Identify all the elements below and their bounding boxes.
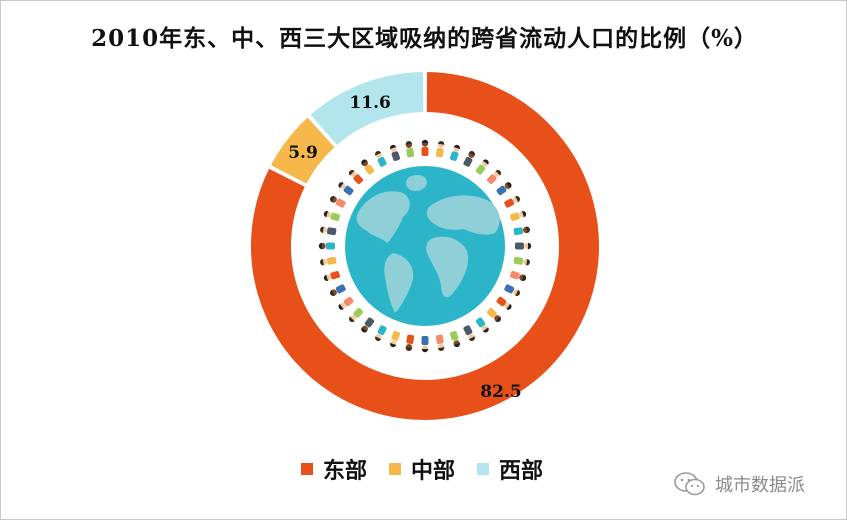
person-figure [375,325,387,341]
person-figure [475,159,489,175]
legend-label-east: 东部 [323,458,368,484]
people-ring-illustration [318,139,532,353]
person-figure [450,144,460,161]
watermark: 城市数据派 [673,471,805,497]
person-figure [330,196,346,208]
person-figure [515,242,532,250]
person-figure [390,144,400,161]
person-figure [513,226,530,236]
person-figure [504,284,520,296]
donut-slice-west [307,69,426,148]
globe-continent-africa [426,236,469,298]
person-figure [435,141,445,158]
globe-continent-north-america [356,191,410,243]
globe-ocean [345,166,505,326]
legend-item-west: 西部 [477,453,543,485]
person-figure [390,331,400,348]
globe-continent-greenland [406,175,427,191]
person-figure [405,141,415,158]
person-figure [405,334,415,351]
legend-swatch-west [477,463,490,475]
person-figure [435,334,445,351]
person-figure [375,151,387,167]
person-figure [513,256,530,266]
person-figure [486,169,502,185]
person-figure [421,139,429,156]
globe-continent-europe-asia [426,195,500,235]
person-figure [320,256,337,266]
data-label-east: 82.5 [480,382,521,402]
person-figure [318,242,335,250]
legend: 东部 中部 西部 [301,453,543,485]
data-label-west: 11.6 [349,93,390,113]
legend-item-east: 东部 [301,453,367,485]
person-figure [361,159,375,175]
person-figure [338,296,354,310]
legend-swatch-east [301,463,313,475]
person-figure [504,196,520,208]
legend-swatch-central [389,463,402,475]
data-label-central: 5.9 [288,143,318,163]
watermark-text: 城市数据派 [715,475,805,496]
person-figure [421,336,429,353]
person-figure [338,182,354,196]
person-figure [463,151,475,167]
donut-slice-central [268,114,338,187]
legend-label-west: 西部 [499,458,544,484]
legend-item-central: 中部 [389,453,455,485]
person-figure [450,331,460,348]
person-figure [496,296,512,310]
globe-continent-south-america [384,253,414,313]
person-figure [323,271,340,281]
person-figure [463,325,475,341]
chart-title: 2010年东、中、西三大区域吸纳的跨省流动人口的比例（%） [91,25,758,52]
person-figure [475,317,489,333]
person-figure [330,284,346,296]
globe-illustration [317,138,533,354]
legend-label-central: 中部 [411,458,456,484]
wechat-icon [674,472,705,496]
person-figure [348,169,364,185]
person-figure [496,182,512,196]
person-figure [510,211,527,221]
person-figure [361,317,375,333]
person-figure [323,211,340,221]
person-figure [348,307,364,323]
person-figure [510,271,527,281]
person-figure [320,226,337,236]
person-figure [486,307,502,323]
donut-slice-east [249,69,601,422]
